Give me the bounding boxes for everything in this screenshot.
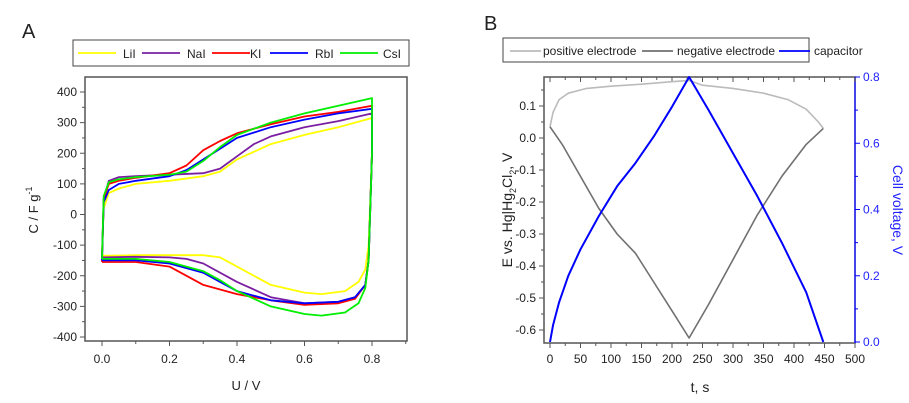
series-line-nai <box>101 112 373 305</box>
y-tick-label: 200 <box>57 146 77 160</box>
x-tick-label: 0.8 <box>364 352 381 366</box>
y2-tick-label: 0.6 <box>863 136 880 150</box>
y-tick-label: 0 <box>70 208 77 222</box>
x-tick-label: 50 <box>574 352 588 366</box>
y2-tick-label: 0.0 <box>863 335 880 349</box>
series-line-rbi <box>101 107 373 305</box>
panel-b-x-axis-label: t, s <box>691 379 710 395</box>
legend-label-csi: CsI <box>383 47 401 61</box>
panel-a-plot-frame <box>84 76 408 342</box>
x-tick-label: 200 <box>662 352 682 366</box>
panel-a-y-axis-label: C / F g-1 <box>24 186 41 233</box>
panel-a-y-axis-label-main: C / F g <box>26 195 41 234</box>
panel-a-y-axis-label-superscript: -1 <box>24 186 34 194</box>
y-tick-label: 0.0 <box>519 131 536 145</box>
ylabel-part: Cl <box>499 175 515 188</box>
panel-a: A LiI NaI KI RbI CsI -400 -300 -200 -100 0 100 200… <box>22 21 410 393</box>
x-tick-label: 150 <box>631 352 651 366</box>
legend-label-positive-electrode: positive electrode <box>543 44 637 58</box>
y-tick-label: -0.6 <box>515 323 536 337</box>
x-tick-label: 350 <box>753 352 773 366</box>
x-tick-label: 400 <box>784 352 804 366</box>
x-tick-label: 250 <box>692 352 712 366</box>
x-tick-label: 500 <box>845 352 865 366</box>
panel-b-y-axis-label: E vs. Hg|Hg2Cl2, V <box>499 152 518 267</box>
y-tick-label: -100 <box>53 238 77 252</box>
x-tick-label: 0.0 <box>94 352 111 366</box>
panel-b-series <box>549 76 825 343</box>
panel-b-legend-box <box>502 37 810 63</box>
y-tick-label: -0.5 <box>515 291 536 305</box>
series-line-negative-electrode <box>549 126 824 339</box>
ylabel-subscript: 2 <box>508 188 518 193</box>
y-tick-label: -0.2 <box>515 195 536 209</box>
y-tick-label: -0.1 <box>515 163 536 177</box>
series-line-csi <box>101 97 373 317</box>
panel-b-label: B <box>484 13 497 35</box>
panel-b-legend: positive electrode negative electrode capa… <box>510 44 863 58</box>
panel-a-x-axis-label: U / V <box>232 378 261 393</box>
series-line-lii <box>101 117 373 296</box>
y2-tick-label: 0.2 <box>863 269 880 283</box>
legend-label-rbi: RbI <box>315 47 334 61</box>
y-tick-label: 400 <box>57 85 77 99</box>
x-tick-label: 0.2 <box>161 352 178 366</box>
y-tick-label: -200 <box>53 269 77 283</box>
series-line-positive-electrode <box>549 79 824 129</box>
panel-a-series <box>101 97 373 317</box>
series-line-capacitor <box>549 76 825 343</box>
legend-label-lii: LiI <box>123 47 136 61</box>
legend-label-ki: KI <box>250 47 261 61</box>
x-tick-label: 300 <box>723 352 743 366</box>
y-tick-label: -0.4 <box>515 259 536 273</box>
y-tick-label: -400 <box>53 330 77 344</box>
ylabel-part: E vs. Hg|Hg <box>499 193 515 267</box>
ylabel-part: , V <box>499 152 515 170</box>
panel-a-label: A <box>22 21 36 43</box>
panel-b-plot-frame <box>543 76 856 344</box>
x-tick-label: 100 <box>601 352 621 366</box>
y-tick-label: 0.1 <box>519 99 536 113</box>
y2-tick-label: 0.4 <box>863 203 880 217</box>
x-tick-label: 0.6 <box>296 352 313 366</box>
y-tick-label: 100 <box>57 177 77 191</box>
y-tick-label: 300 <box>57 116 77 130</box>
panel-a-legend: LiI NaI KI RbI CsI <box>78 47 401 61</box>
y-tick-label: -0.3 <box>515 227 536 241</box>
legend-label-nai: NaI <box>187 47 206 61</box>
legend-label-negative-electrode: negative electrode <box>677 44 775 58</box>
y-tick-label: -300 <box>53 299 77 313</box>
x-tick-label: 0 <box>547 352 554 366</box>
panel-b-y2-axis-label: Cell voltage, V <box>890 165 906 256</box>
legend-label-capacitor: capacitor <box>814 44 863 58</box>
ylabel-subscript: 2 <box>508 170 518 175</box>
x-tick-label: 0.4 <box>229 352 246 366</box>
y2-tick-label: 0.8 <box>863 70 880 84</box>
x-tick-label: 450 <box>814 352 834 366</box>
panel-b: B positive electrode negative electrode ca… <box>484 13 906 395</box>
